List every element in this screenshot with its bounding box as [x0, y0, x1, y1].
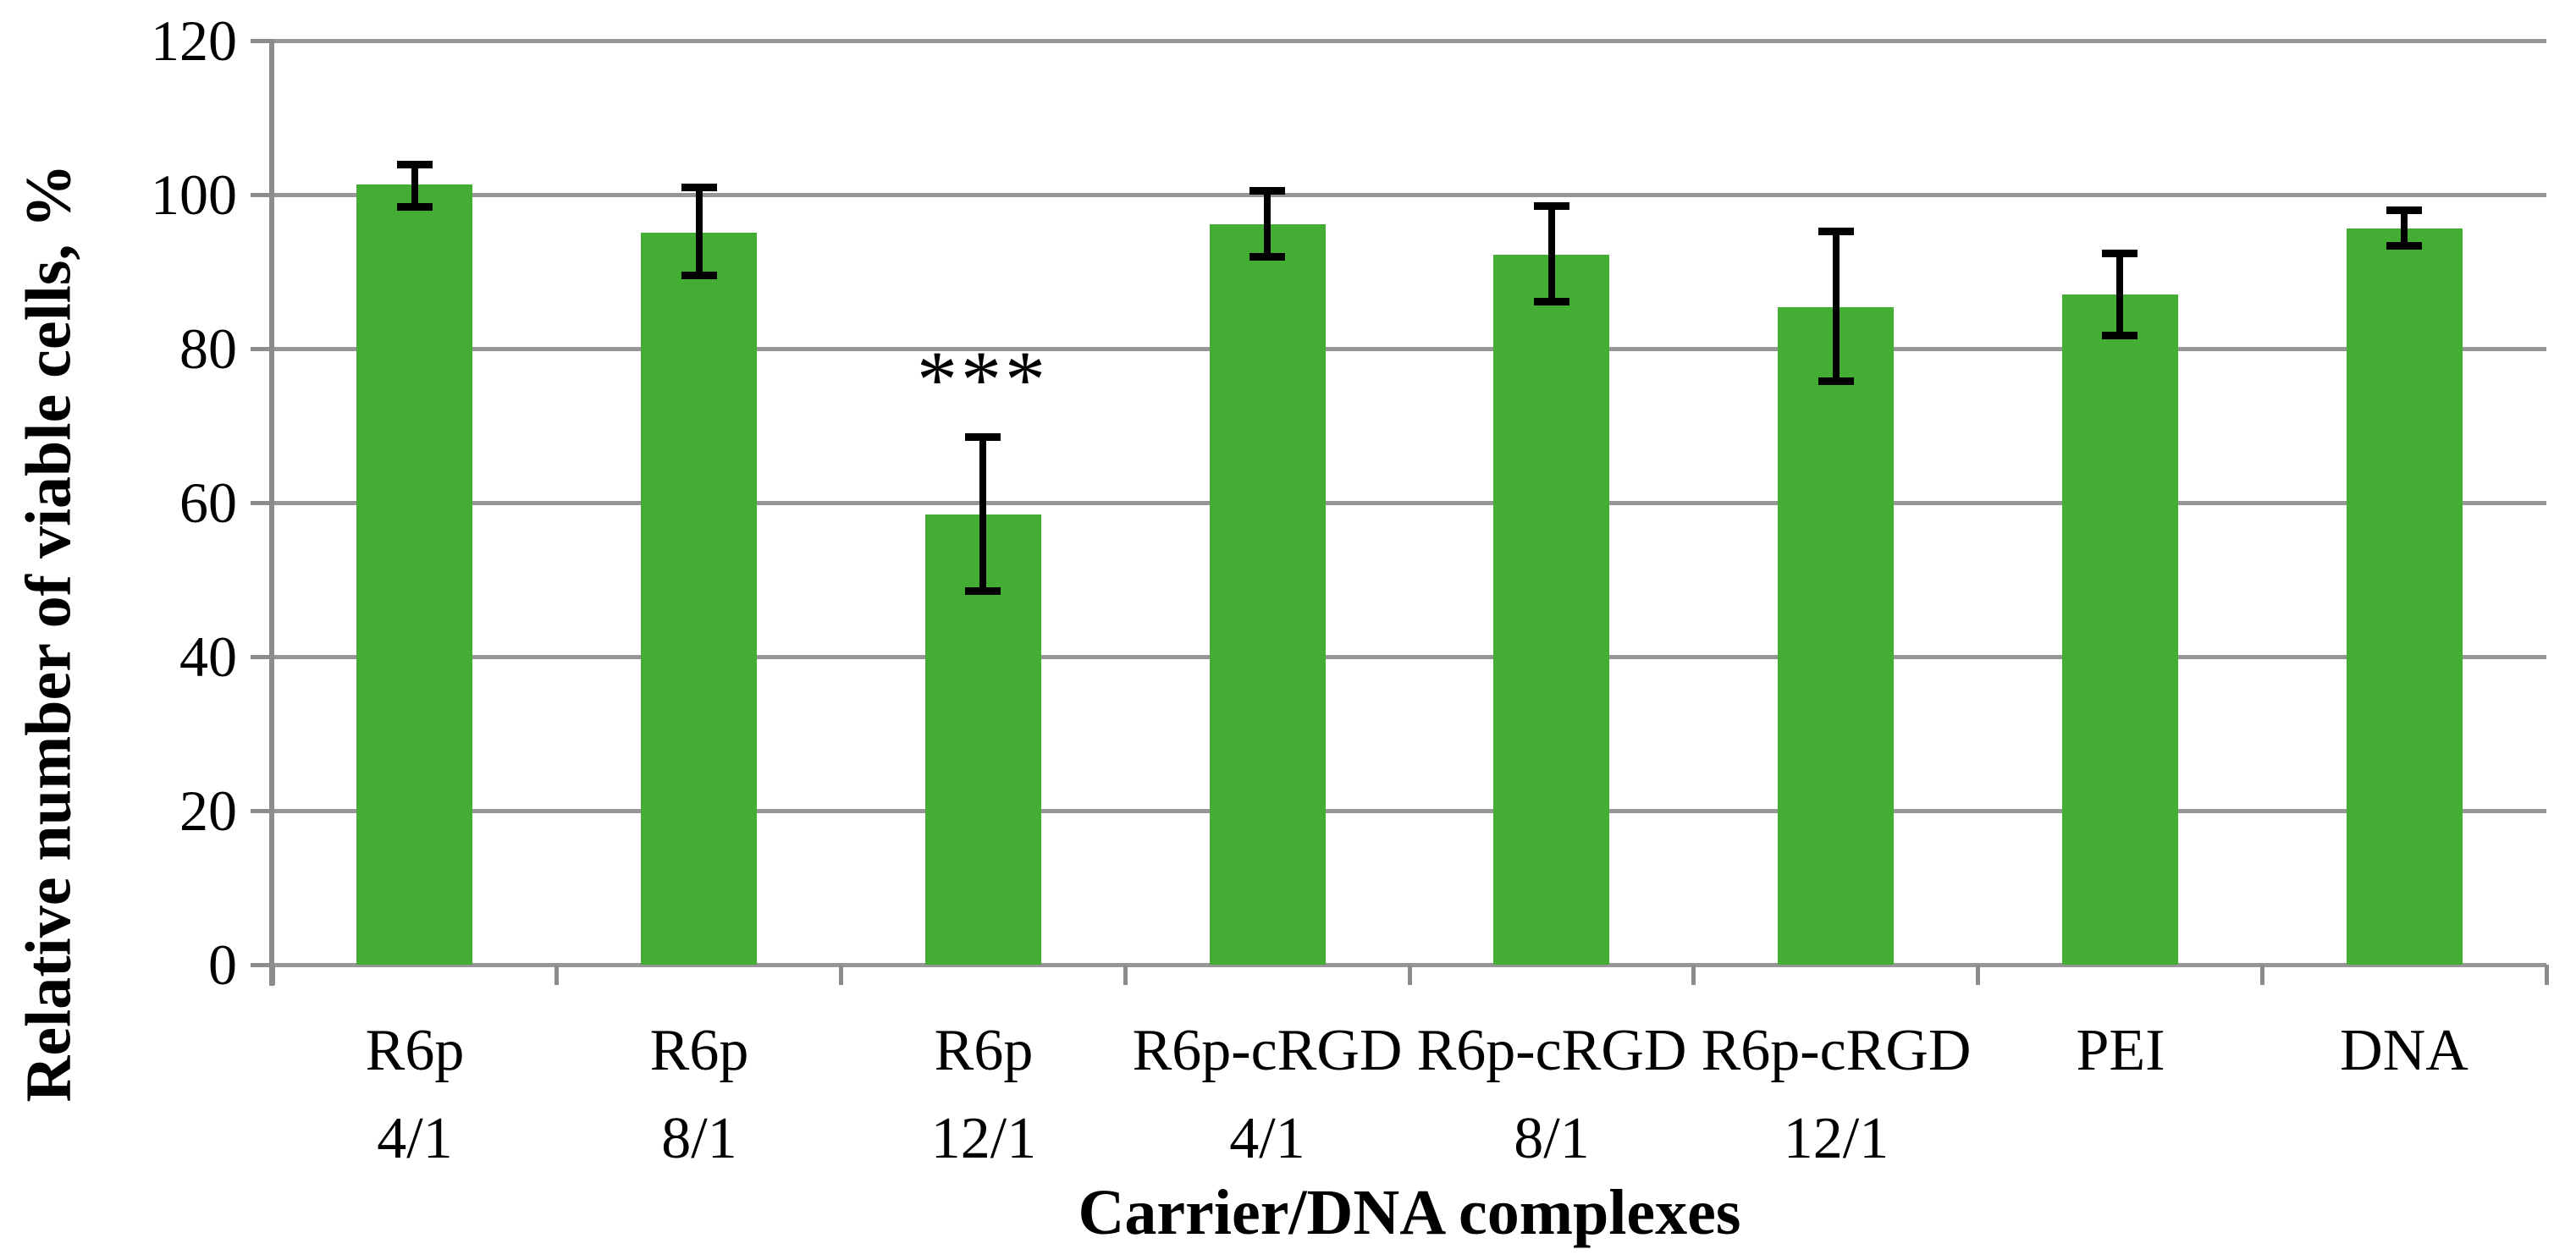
- error-bar-cap-top: [1249, 187, 1285, 195]
- y-tick: [251, 655, 273, 659]
- bar: [2062, 294, 2178, 965]
- error-bar-line: [1264, 190, 1271, 256]
- error-bar-line: [2116, 253, 2123, 335]
- x-tick: [1408, 965, 1412, 985]
- bar: [356, 184, 472, 965]
- x-category-label-line2: [1978, 1095, 2263, 1183]
- error-bar-cap-top: [681, 184, 717, 191]
- y-tick-label: 40: [179, 624, 237, 689]
- x-category-label-line1: R6p: [649, 1018, 749, 1083]
- error-bar-cap-bottom: [2386, 242, 2422, 250]
- error-bar-cap-bottom: [681, 272, 717, 279]
- x-category-label-line1: R6p: [934, 1018, 1034, 1083]
- x-category-label-line1: PEI: [2076, 1018, 2165, 1083]
- x-tick: [1691, 965, 1696, 985]
- x-tick: [1976, 965, 1980, 985]
- error-bar-cap-bottom: [2102, 332, 2137, 339]
- y-tick-label: 20: [179, 779, 237, 843]
- y-tick: [251, 501, 273, 505]
- x-category-label-line1: R6p-cRGD: [1132, 1018, 1403, 1083]
- gridline: [273, 39, 2546, 43]
- error-bar-line: [2401, 210, 2408, 246]
- error-bar-cap-top: [1818, 228, 1854, 235]
- x-tick: [2545, 965, 2549, 985]
- x-category-label: R6p 12/1: [841, 1007, 1126, 1183]
- x-tick: [1123, 965, 1128, 985]
- y-tick: [251, 809, 273, 813]
- x-tick: [2260, 965, 2264, 985]
- x-category-label-line2: 4/1: [377, 1106, 453, 1171]
- error-bar-cap-bottom: [1818, 377, 1854, 385]
- error-bar-cap-bottom: [1249, 253, 1285, 261]
- x-category-label: DNA: [2262, 1007, 2546, 1183]
- error-bar-cap-bottom: [397, 203, 433, 211]
- x-category-label-line1: R6p: [365, 1018, 465, 1083]
- gridline: [273, 655, 2546, 659]
- error-bar-cap-top: [2102, 250, 2137, 257]
- gridline: [273, 347, 2546, 351]
- y-tick-label: 0: [208, 933, 237, 997]
- x-category-label: R6p-cRGD 12/1: [1694, 1007, 1978, 1183]
- y-tick-label: 100: [151, 162, 237, 227]
- error-bar-cap-top: [2386, 206, 2422, 214]
- x-tick: [839, 965, 843, 985]
- x-category-label-line1: DNA: [2340, 1018, 2468, 1083]
- x-category-label: R6p 4/1: [273, 1007, 557, 1183]
- x-category-label-line2: 8/1: [1514, 1106, 1590, 1171]
- bar: [641, 233, 757, 965]
- y-tick: [251, 193, 273, 197]
- bar: [1210, 224, 1326, 965]
- error-bar-line: [1548, 206, 1555, 303]
- x-tick: [554, 965, 559, 985]
- error-bar-cap-top: [1534, 202, 1569, 210]
- x-category-label-line2: 4/1: [1229, 1106, 1305, 1171]
- y-tick-label: 80: [179, 316, 237, 381]
- y-tick: [251, 39, 273, 43]
- error-bar-line: [411, 164, 418, 208]
- bar: [1778, 307, 1894, 965]
- significance-annotation: ***: [917, 334, 1049, 425]
- x-category-label-line1: R6p-cRGD: [1701, 1018, 1972, 1083]
- error-bar-line: [979, 437, 986, 591]
- gridline: [273, 193, 2546, 197]
- error-bar-cap-top: [397, 161, 433, 168]
- x-category-label-line2: [2262, 1095, 2546, 1183]
- y-tick: [251, 963, 273, 967]
- y-tick: [251, 347, 273, 351]
- x-category-label: R6p 8/1: [557, 1007, 841, 1183]
- error-bar-cap-top: [965, 433, 1001, 441]
- y-tick-label: 60: [179, 470, 237, 535]
- x-category-label-line2: 12/1: [930, 1106, 1037, 1171]
- gridline: [273, 809, 2546, 813]
- error-bar-line: [1833, 231, 1840, 382]
- bar: [2347, 228, 2463, 965]
- x-category-label-line2: 12/1: [1783, 1106, 1889, 1171]
- error-bar-line: [696, 187, 703, 277]
- x-category-label-line1: R6p-cRGD: [1416, 1018, 1687, 1083]
- x-axis-title: Carrier/DNA complexes: [1078, 1177, 1741, 1248]
- y-tick-label: 120: [151, 8, 237, 73]
- x-category-label: PEI: [1978, 1007, 2263, 1183]
- y-axis-line: [269, 39, 274, 986]
- x-category-label: R6p-cRGD 8/1: [1409, 1007, 1694, 1183]
- x-category-label-line2: 8/1: [661, 1106, 737, 1171]
- bar: [1493, 255, 1609, 965]
- gridline: [273, 501, 2546, 505]
- x-category-label: R6p-cRGD 4/1: [1125, 1007, 1409, 1183]
- error-bar-cap-bottom: [1534, 298, 1569, 305]
- error-bar-cap-bottom: [965, 587, 1001, 595]
